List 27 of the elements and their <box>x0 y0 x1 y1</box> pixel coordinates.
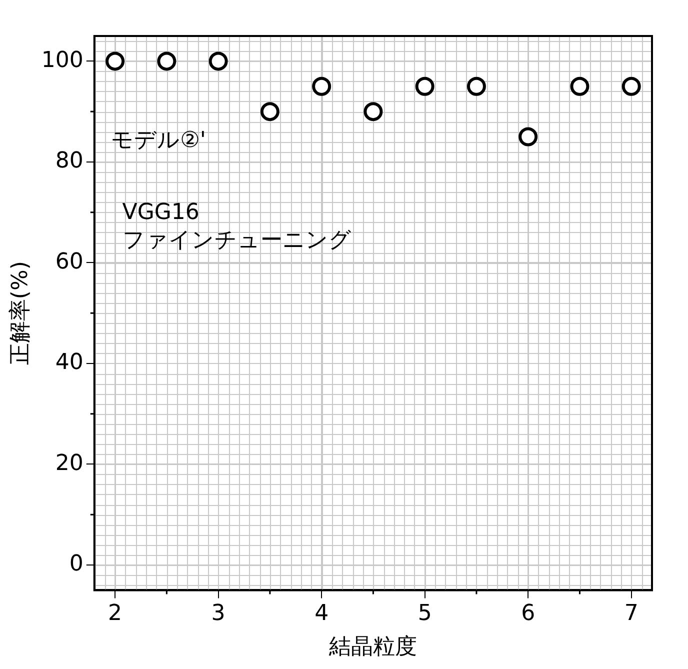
point <box>622 76 641 96</box>
point <box>466 76 486 96</box>
point <box>570 76 590 96</box>
y-tick-label: 40 <box>55 350 84 376</box>
y-tick-label: 100 <box>41 48 84 73</box>
y-tick-label: 60 <box>55 249 84 274</box>
x-tick-label: 5 <box>418 601 432 626</box>
point <box>157 52 176 71</box>
point <box>518 127 538 146</box>
y-tick-label: 0 <box>69 552 84 577</box>
point <box>106 52 125 71</box>
x-tick-label: 6 <box>521 601 536 626</box>
x-tick-label: 4 <box>314 601 329 626</box>
point <box>415 76 434 96</box>
y-axis-title: 正解率(%) <box>8 261 33 366</box>
x-axis-title: 結晶粒度 <box>328 634 418 660</box>
x-tick-label: 2 <box>108 601 122 626</box>
point <box>260 102 280 122</box>
y-tick-label: 20 <box>55 450 84 476</box>
y-tick-label: 80 <box>55 148 84 174</box>
point <box>364 102 383 122</box>
annotation: モデル②' <box>111 128 206 153</box>
annotation: VGG16 ファインチューニング <box>122 200 352 253</box>
point <box>312 76 332 96</box>
point <box>208 52 228 71</box>
x-tick-label: 7 <box>624 601 638 626</box>
x-tick-label: 3 <box>211 601 226 626</box>
